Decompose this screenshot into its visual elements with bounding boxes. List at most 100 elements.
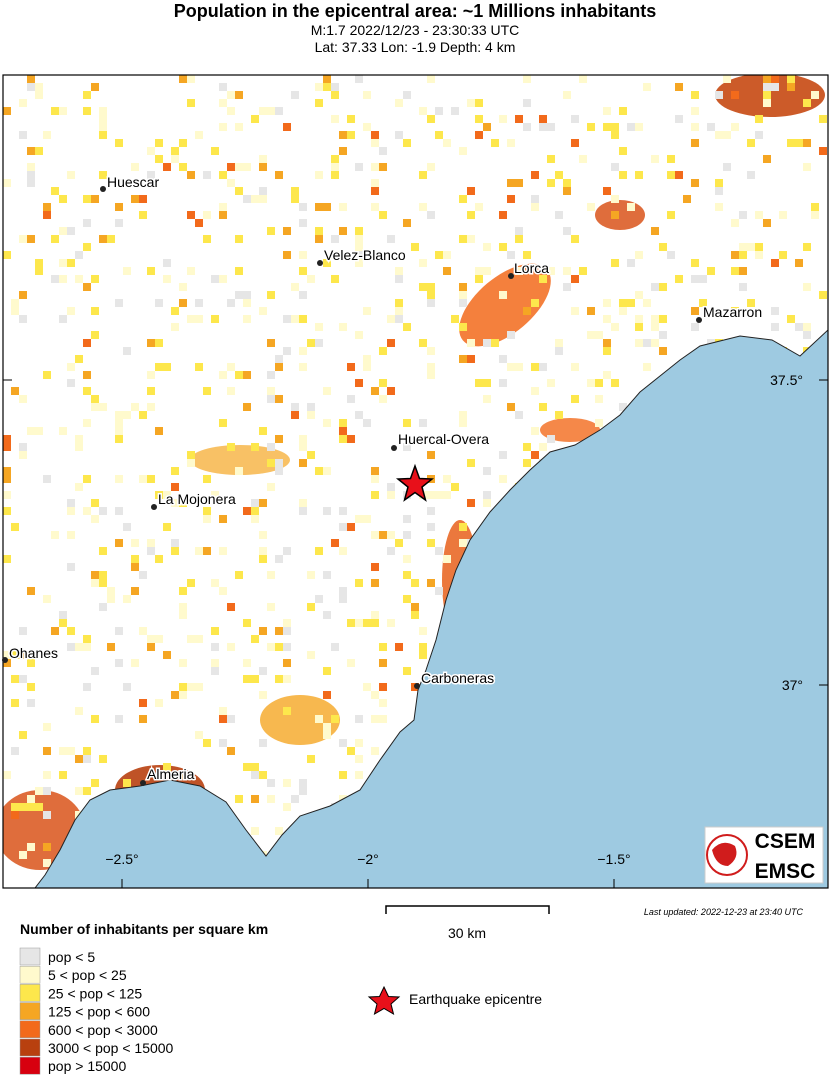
legend-swatch — [19, 965, 41, 984]
pop-cell — [803, 163, 811, 171]
pop-cell — [307, 411, 315, 419]
pop-cell — [787, 75, 795, 83]
pop-cell — [83, 371, 91, 379]
pop-cell — [347, 131, 355, 139]
pop-cell — [419, 339, 427, 347]
pop-cell — [83, 747, 91, 755]
pop-cell — [571, 275, 579, 283]
pop-cell — [539, 275, 547, 283]
pop-cell — [155, 555, 163, 563]
pop-cell — [179, 603, 187, 611]
pop-cell — [3, 467, 11, 475]
pop-cell — [315, 715, 323, 723]
pop-cell — [363, 123, 371, 131]
pop-cell — [803, 139, 811, 147]
pop-cell — [291, 315, 299, 323]
pop-cell — [339, 227, 347, 235]
pop-cell — [219, 275, 227, 283]
pop-cell — [459, 299, 467, 307]
pop-cell — [155, 427, 163, 435]
pop-cell — [27, 171, 35, 179]
pop-cell — [755, 131, 763, 139]
pop-cell — [163, 523, 171, 531]
pop-cell — [787, 139, 795, 147]
pop-cell — [475, 379, 483, 387]
pop-cell — [67, 627, 75, 635]
pop-cell — [555, 347, 563, 355]
pop-cell — [147, 403, 155, 411]
pop-cell — [787, 315, 795, 323]
pop-cell — [195, 731, 203, 739]
pop-cell — [19, 315, 27, 323]
pop-cell — [443, 491, 451, 499]
pop-cell — [67, 379, 75, 387]
pop-cell — [763, 99, 771, 107]
pop-cell — [299, 435, 307, 443]
pop-cell — [715, 131, 723, 139]
city-label: Mazarron — [703, 304, 762, 320]
pop-cell — [171, 155, 179, 163]
pop-cell — [443, 251, 451, 259]
pop-cell — [331, 163, 339, 171]
pop-cell — [427, 211, 435, 219]
pop-cell — [499, 115, 507, 123]
pop-cell — [99, 755, 107, 763]
pop-cell — [563, 179, 571, 187]
pop-cell — [227, 747, 235, 755]
pop-cell — [539, 443, 547, 451]
pop-cell — [659, 283, 667, 291]
city-dot — [151, 504, 157, 510]
pop-cell — [155, 299, 163, 307]
pop-cell — [339, 595, 347, 603]
pop-cell — [83, 683, 91, 691]
pop-cell — [667, 251, 675, 259]
pop-cell — [203, 387, 211, 395]
pop-cell — [467, 99, 475, 107]
city-dot — [140, 780, 146, 786]
pop-cell — [67, 259, 75, 267]
pop-cell — [43, 747, 51, 755]
pop-cell — [467, 211, 475, 219]
pop-cell — [59, 619, 67, 627]
city-label: Lorca — [514, 260, 549, 276]
pop-cell — [115, 139, 123, 147]
pop-cell — [227, 643, 235, 651]
pop-cell — [171, 147, 179, 155]
pop-cell — [347, 363, 355, 371]
pop-cell — [347, 523, 355, 531]
pop-cell — [35, 427, 43, 435]
pop-cell — [235, 795, 243, 803]
pop-cell — [747, 299, 755, 307]
pop-cell — [251, 515, 259, 523]
pop-cell — [11, 747, 19, 755]
pop-cell — [147, 387, 155, 395]
pop-cell — [347, 619, 355, 627]
pop-cell — [371, 747, 379, 755]
pop-cell — [379, 531, 387, 539]
pop-cell — [587, 307, 595, 315]
pop-cell — [371, 619, 379, 627]
pop-cell — [619, 147, 627, 155]
pop-cell — [59, 315, 67, 323]
pop-cell — [387, 339, 395, 347]
pop-cell — [27, 179, 35, 187]
pop-cell — [643, 83, 651, 91]
pop-cell — [259, 531, 267, 539]
pop-cell — [371, 563, 379, 571]
pop-cell — [307, 603, 315, 611]
pop-cell — [11, 675, 19, 683]
pop-cell — [563, 227, 571, 235]
pop-cell — [355, 739, 363, 747]
pop-cell — [747, 171, 755, 179]
pop-cell — [227, 299, 235, 307]
pop-cell — [291, 91, 299, 99]
pop-cell — [139, 627, 147, 635]
pop-cell — [283, 779, 291, 787]
pop-cell — [99, 123, 107, 131]
pop-cell — [435, 587, 443, 595]
pop-cell — [275, 555, 283, 563]
pop-cell — [515, 363, 523, 371]
pop-cell — [267, 795, 275, 803]
pop-cell — [275, 643, 283, 651]
pop-cell — [275, 395, 283, 403]
